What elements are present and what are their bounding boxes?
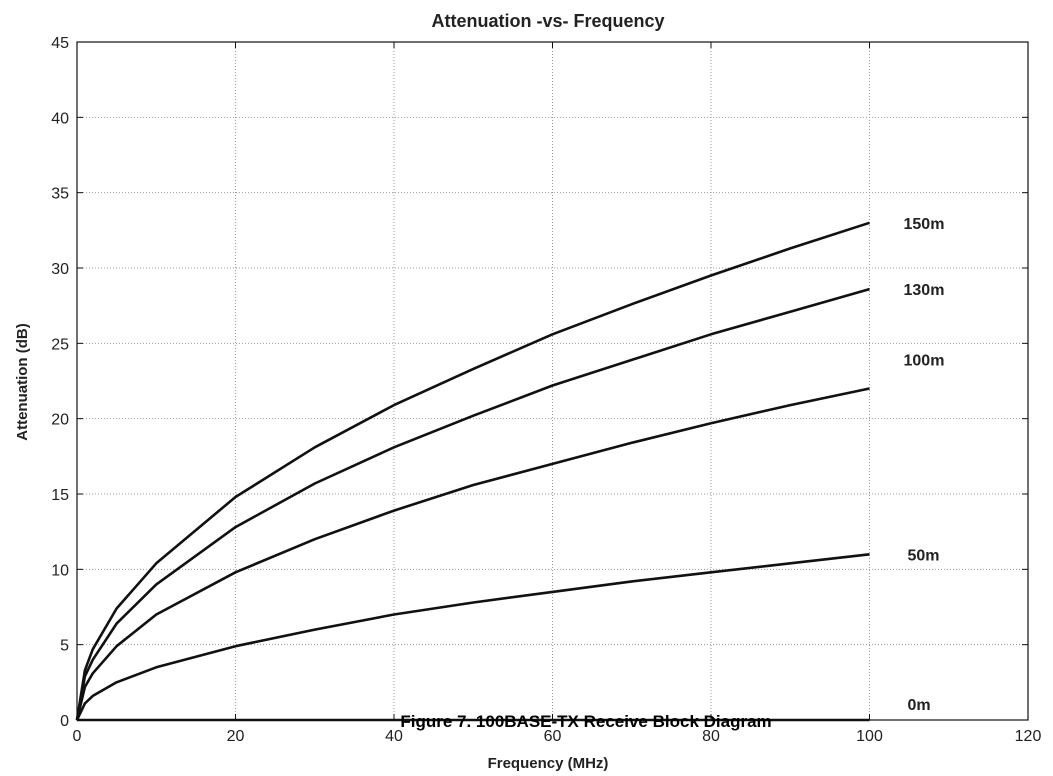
series-label-150m: 150m xyxy=(904,216,945,233)
x-axis-label: Frequency (MHz) xyxy=(488,755,609,772)
y-tick-label: 25 xyxy=(51,336,69,353)
y-tick-labels: 0 5 10 15 20 25 30 35 40 45 xyxy=(51,35,69,730)
x-tick-label: 20 xyxy=(227,728,245,745)
grid-lines xyxy=(77,42,1028,720)
y-tick-label: 15 xyxy=(51,487,69,504)
series-line-50m xyxy=(75,553,870,721)
x-tick-label: 60 xyxy=(544,728,562,745)
y-axis-label: Attenuation (dB) xyxy=(14,323,31,440)
y-tick-label: 45 xyxy=(51,35,69,52)
y-tick-label: 5 xyxy=(60,638,69,655)
y-tick-label: 0 xyxy=(60,713,69,730)
series-curves xyxy=(75,221,870,722)
x-tick-label: 80 xyxy=(702,728,720,745)
series-label-0m: 0m xyxy=(908,697,931,714)
x-tick-labels: 0 20 40 60 80 100 120 xyxy=(73,728,1042,745)
series-line-150m xyxy=(75,221,870,721)
series-labels: 0m 50m 100m 130m 150m xyxy=(904,216,945,714)
y-tick-label: 35 xyxy=(51,186,69,203)
series-line-130m xyxy=(75,287,870,721)
series-label-130m: 130m xyxy=(904,282,945,299)
figure-caption: Figure 7. 100BASE-TX Receive Block Diagr… xyxy=(400,712,771,731)
y-tick-label: 30 xyxy=(51,261,69,278)
x-tick-label: 40 xyxy=(385,728,403,745)
series-line-100m xyxy=(75,387,870,721)
x-tick-label: 100 xyxy=(856,728,883,745)
series-label-50m: 50m xyxy=(908,547,940,564)
y-tick-label: 40 xyxy=(51,110,69,127)
chart-title: Attenuation -vs- Frequency xyxy=(431,11,664,31)
series-label-100m: 100m xyxy=(904,353,945,370)
x-tick-label: 0 xyxy=(73,728,82,745)
y-tick-label: 20 xyxy=(51,412,69,429)
y-tick-label: 10 xyxy=(51,562,69,579)
x-tick-label: 120 xyxy=(1015,728,1042,745)
